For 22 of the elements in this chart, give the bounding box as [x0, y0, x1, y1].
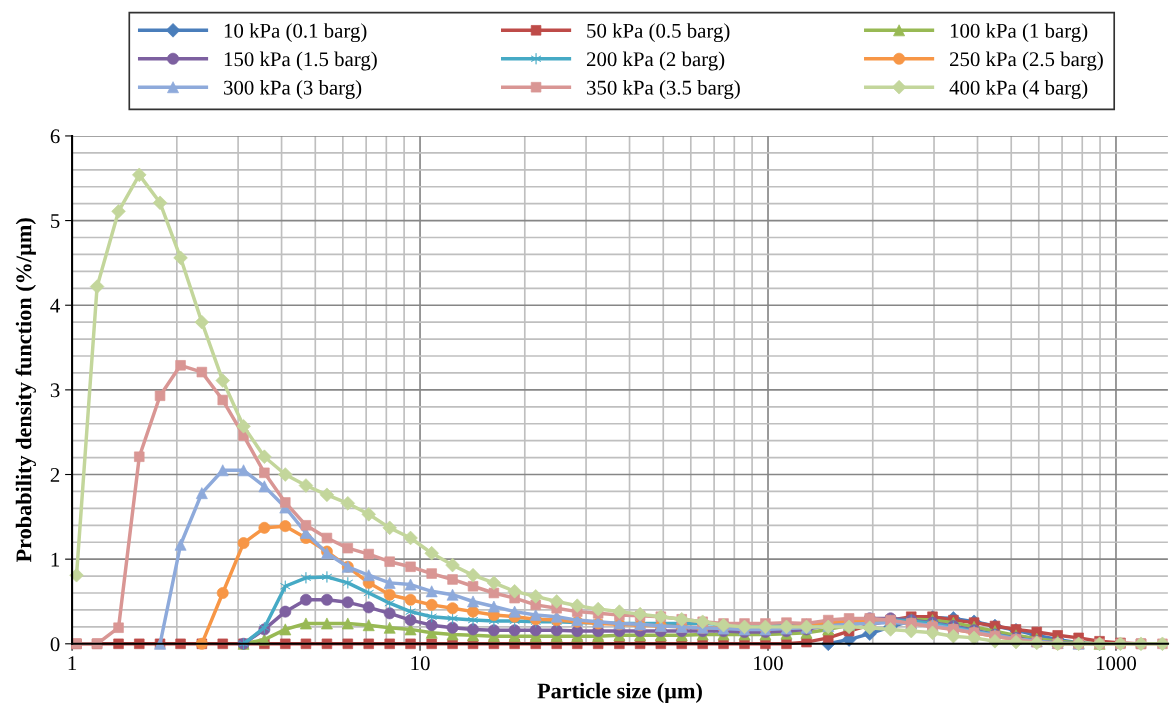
legend-label: 250 kPa (2.5 barg) [950, 51, 1103, 71]
x-tick-label: 10 [411, 656, 430, 671]
x-tick-label: 1000 [1096, 656, 1137, 671]
x-axis-title: Particle size (µm) [537, 682, 702, 703]
x-tick-label: 100 [754, 656, 783, 671]
legend-label: 10 kPa (0.1 barg) [224, 23, 367, 43]
y-tick-label: 5 [51, 214, 60, 229]
legend-label: 150 kPa (1.5 barg) [224, 51, 377, 71]
legend-label: 300 kPa (3 barg) [224, 80, 362, 99]
y-tick-label: 0 [50, 637, 60, 652]
legend-label: 50 kPa (0.5 barg) [587, 23, 730, 43]
y-tick-label: 4 [50, 298, 60, 313]
y-tick-label: 1 [51, 552, 60, 567]
legend-label: 350 kPa (3.5 barg) [587, 80, 740, 99]
legend-label: 100 kPa (1 barg) [950, 23, 1088, 43]
legend-label: 200 kPa (2 barg) [586, 51, 725, 71]
legend-label: 400 kPa (4 barg) [949, 80, 1088, 99]
y-tick-label: 3 [50, 383, 60, 398]
y-tick-label: 2 [50, 467, 60, 482]
y-tick-label: 6 [50, 129, 60, 144]
y-axis-title: Probability density function (%/µm) [15, 218, 36, 563]
x-tick-label: 1 [68, 656, 77, 671]
